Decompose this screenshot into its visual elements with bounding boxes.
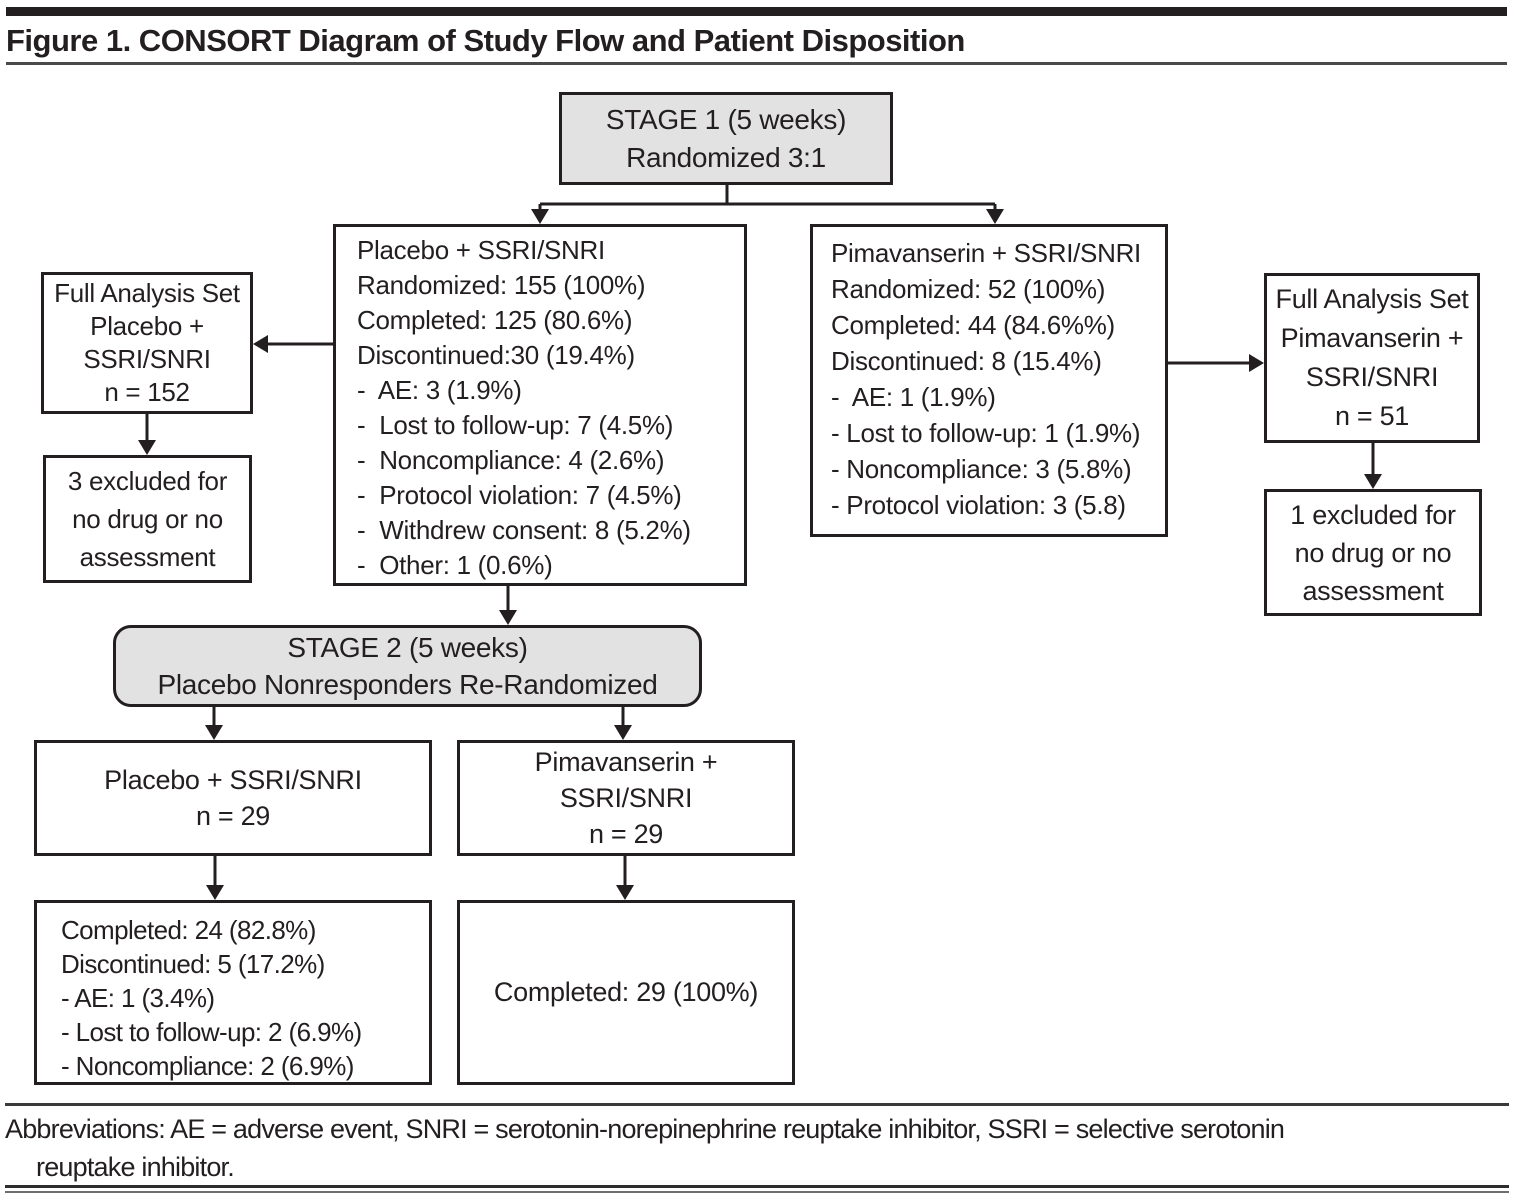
fas-pimavanserin-line: Full Analysis Set: [1275, 284, 1469, 314]
excluded-placebo-line: 3 excluded for: [67, 466, 228, 496]
pimavanserin-stage2-line: SSRI/SNRI: [559, 783, 693, 813]
placebo-stage1-line: - Withdrew consent: 8 (5.2%): [357, 515, 691, 545]
excluded-placebo-line: no drug or no: [72, 504, 223, 534]
bottom-rule-bar: [5, 1185, 1509, 1193]
placebo-stage1-line: - Noncompliance: 4 (2.6%): [357, 445, 665, 475]
placebo-stage2-outcome-line: - AE: 1 (3.4%): [61, 983, 215, 1013]
pimavanserin-stage2-outcome-box: Completed: 29 (100%): [457, 900, 795, 1085]
fas-placebo-line: Full Analysis Set: [54, 278, 240, 308]
abbreviations-line-1: Abbreviations: AE = adverse event, SNRI …: [5, 1114, 1285, 1144]
pimavanserin-stage2-line: n = 29: [588, 819, 664, 849]
stage2-line: Placebo Nonresponders Re-Randomized: [157, 669, 658, 700]
placebo-stage1-line: - Protocol violation: 7 (4.5%): [357, 480, 682, 510]
placebo-stage2-outcome-line: - Noncompliance: 2 (6.9%): [61, 1051, 354, 1081]
placebo-stage1-line: - Lost to follow-up: 7 (4.5%): [357, 410, 674, 440]
pimavanserin-stage1-line: Pimavanserin + SSRI/SNRI: [831, 238, 1141, 268]
placebo-stage1-box: Placebo + SSRI/SNRI Randomized: 155 (100…: [333, 224, 747, 586]
footnote-divider: [5, 1103, 1509, 1106]
fas-pimavanserin-line: SSRI/SNRI: [1305, 362, 1439, 392]
pimavanserin-stage2-line: Pimavanserin +: [534, 747, 718, 777]
excluded-pimavanserin-line: 1 excluded for: [1290, 499, 1456, 530]
figure-title: Figure 1. CONSORT Diagram of Study Flow …: [6, 23, 965, 58]
excluded-pimavanserin-box: 1 excluded for no drug or no assessment: [1264, 489, 1482, 616]
placebo-stage1-line: Randomized: 155 (100%): [357, 270, 646, 300]
pimavanserin-stage1-line: - Protocol violation: 3 (5.8): [831, 490, 1126, 520]
full-analysis-set-placebo-box: Full Analysis Set Placebo + SSRI/SNRI n …: [41, 272, 253, 414]
placebo-stage1-line: - AE: 3 (1.9%): [357, 375, 522, 405]
placebo-stage1-line: Discontinued:30 (19.4%): [357, 340, 635, 370]
abbreviations-line-2: reuptake inhibitor.: [36, 1152, 235, 1182]
pimavanserin-stage2-box: Pimavanserin + SSRI/SNRI n = 29: [457, 740, 795, 856]
title-divider: [6, 62, 1507, 65]
pimavanserin-stage2-outcome-line: Completed: 29 (100%): [493, 977, 759, 1007]
fas-placebo-line: SSRI/SNRI: [83, 344, 211, 374]
pimavanserin-stage1-line: Randomized: 52 (100%): [831, 274, 1106, 304]
excluded-placebo-line: assessment: [79, 542, 216, 572]
pimavanserin-stage1-line: - Lost to follow-up: 1 (1.9%): [831, 418, 1141, 448]
fas-placebo-line: Placebo +: [90, 311, 204, 341]
top-rule-bar: [6, 7, 1507, 16]
pimavanserin-stage1-line: Completed: 44 (84.6%%): [831, 310, 1115, 340]
fas-pimavanserin-line: n = 51: [1334, 401, 1410, 431]
full-analysis-set-pimavanserin-box: Full Analysis Set Pimavanserin + SSRI/SN…: [1264, 273, 1480, 443]
stage1-header-box: STAGE 1 (5 weeks) Randomized 3:1: [559, 92, 893, 185]
excluded-placebo-box: 3 excluded for no drug or no assessment: [43, 455, 252, 583]
placebo-stage2-line: Placebo + SSRI/SNRI: [104, 765, 362, 795]
placebo-stage2-box: Placebo + SSRI/SNRI n = 29: [34, 740, 432, 856]
placebo-stage2-outcome-line: Completed: 24 (82.8%): [61, 915, 316, 945]
fas-pimavanserin-line: Pimavanserin +: [1280, 323, 1464, 353]
pimavanserin-stage1-box: Pimavanserin + SSRI/SNRI Randomized: 52 …: [810, 224, 1168, 537]
placebo-stage2-outcome-box: Completed: 24 (82.8%) Discontinued: 5 (1…: [34, 900, 432, 1085]
pimavanserin-stage1-line: - AE: 1 (1.9%): [831, 382, 996, 412]
placebo-stage2-outcome-line: - Lost to follow-up: 2 (6.9%): [61, 1017, 362, 1047]
placebo-stage1-line: - Other: 1 (0.6%): [357, 550, 553, 580]
pimavanserin-stage1-line: - Noncompliance: 3 (5.8%): [831, 454, 1132, 484]
placebo-stage1-line: Placebo + SSRI/SNRI: [357, 235, 605, 265]
fas-placebo-line: n = 152: [104, 377, 190, 407]
pimavanserin-stage1-line: Discontinued: 8 (15.4%): [831, 346, 1102, 376]
excluded-pimavanserin-line: no drug or no: [1294, 537, 1452, 568]
stage1-line: Randomized 3:1: [626, 141, 826, 173]
stage2-line: STAGE 2 (5 weeks): [287, 632, 528, 663]
placebo-stage2-outcome-line: Discontinued: 5 (17.2%): [61, 949, 325, 979]
excluded-pimavanserin-line: assessment: [1302, 575, 1444, 606]
placebo-stage2-line: n = 29: [195, 801, 271, 831]
stage2-header-box: STAGE 2 (5 weeks) Placebo Nonresponders …: [113, 625, 702, 707]
placebo-stage1-line: Completed: 125 (80.6%): [357, 305, 633, 335]
stage1-line: STAGE 1 (5 weeks): [605, 103, 847, 135]
